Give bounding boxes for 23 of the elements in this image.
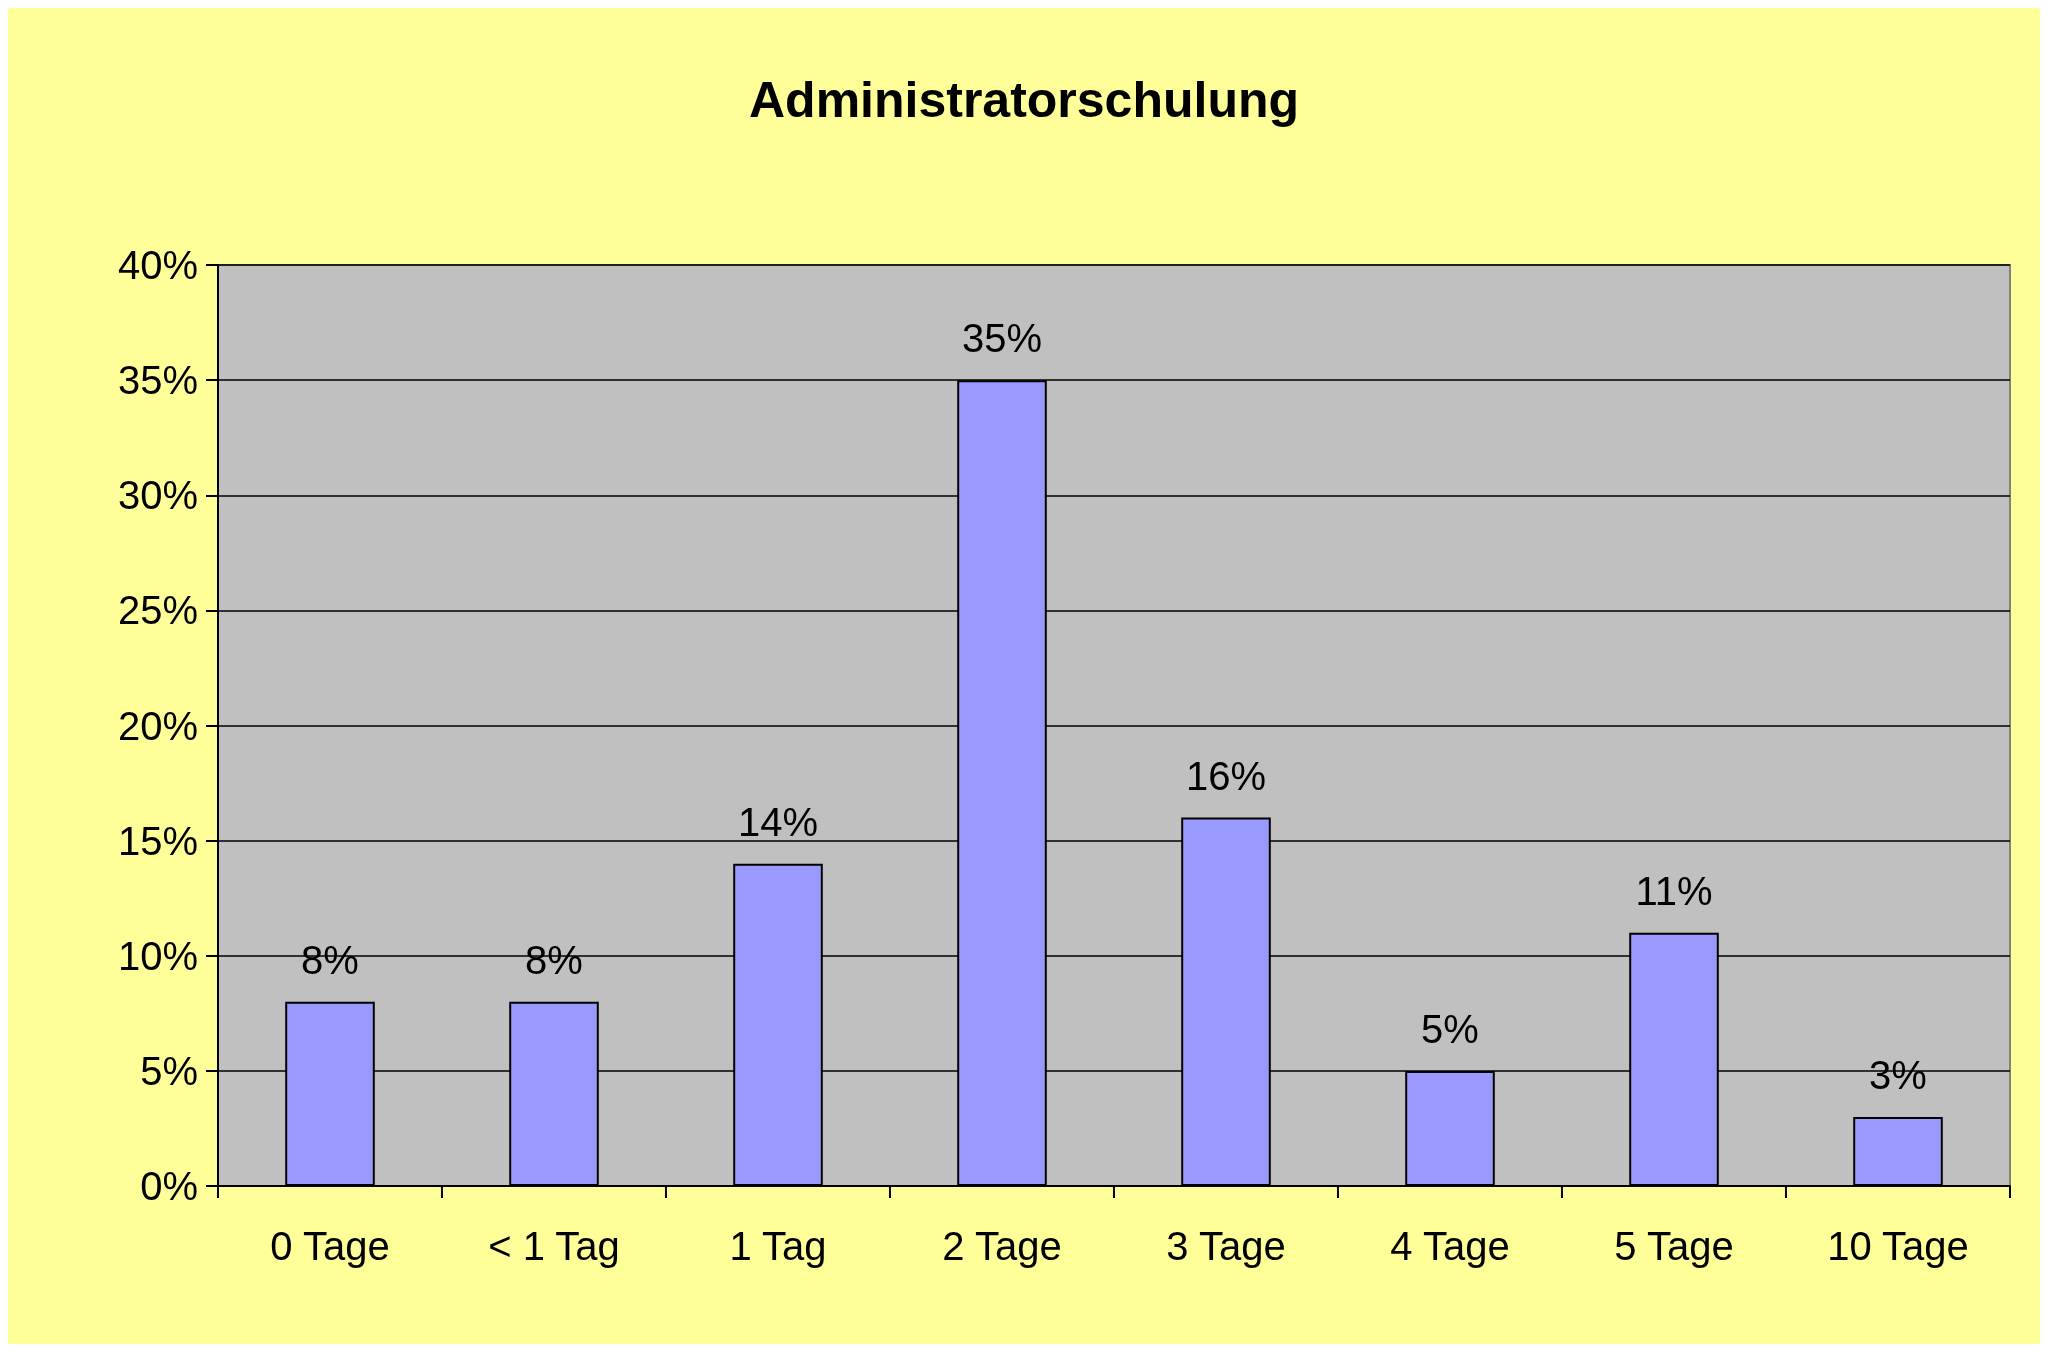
y-tick-label: 5% <box>140 1048 198 1093</box>
y-tick-label: 20% <box>117 703 198 748</box>
y-tick-label: 15% <box>117 818 198 863</box>
chart-title: Administratorschulung <box>748 72 1300 128</box>
y-tick-label: 0% <box>140 1164 198 1208</box>
x-tick-label: 4 Tage <box>1390 1224 1510 1268</box>
y-tick-label: 10% <box>117 933 198 978</box>
data-label: 5% <box>1421 1006 1479 1051</box>
x-tick-label: 2 Tage <box>942 1224 1062 1268</box>
x-tick-label: 10 Tage <box>1827 1224 1969 1268</box>
x-tick-label: < 1 Tag <box>488 1224 620 1268</box>
x-tick-label: 5 Tage <box>1614 1224 1734 1268</box>
data-label: 35% <box>961 316 1043 361</box>
y-tick-label: 25% <box>117 588 198 633</box>
data-label: 14% <box>737 799 819 844</box>
y-tick-label: 40% <box>117 243 198 287</box>
x-tick-label: 0 Tage <box>270 1224 390 1268</box>
data-label: 11% <box>1635 868 1713 913</box>
x-tick-label: 3 Tage <box>1166 1224 1286 1268</box>
y-tick-label: 35% <box>117 358 198 403</box>
y-tick-label: 30% <box>117 473 198 518</box>
data-label: 16% <box>1185 753 1267 798</box>
x-tick-label: 1 Tag <box>729 1224 827 1268</box>
